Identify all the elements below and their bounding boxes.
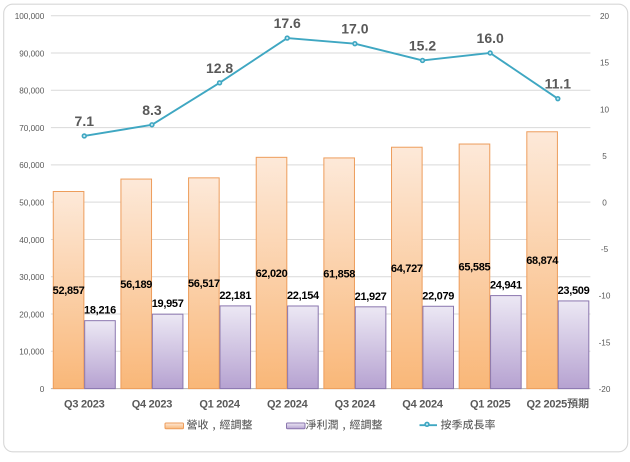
svg-text:Q2 2025: Q2 2025: [527, 398, 568, 410]
svg-text:20,000: 20,000: [19, 310, 44, 319]
svg-text:24,941: 24,941: [490, 280, 522, 292]
svg-text:17.0: 17.0: [341, 21, 368, 37]
svg-text:22,154: 22,154: [287, 290, 320, 302]
svg-text:61,858: 61,858: [323, 268, 355, 280]
svg-text:10: 10: [600, 105, 610, 114]
svg-text:10,000: 10,000: [19, 348, 44, 357]
svg-text:15: 15: [600, 59, 610, 68]
svg-text:12.8: 12.8: [206, 60, 233, 76]
svg-text:18,216: 18,216: [84, 305, 116, 317]
svg-text:Q2 2024: Q2 2024: [267, 398, 309, 410]
svg-text:40,000: 40,000: [19, 236, 44, 245]
svg-text:16.0: 16.0: [477, 30, 504, 46]
svg-text:22,079: 22,079: [422, 290, 454, 302]
svg-text:-10: -10: [599, 292, 611, 301]
svg-text:52,857: 52,857: [53, 285, 85, 297]
svg-text:56,517: 56,517: [188, 278, 220, 290]
svg-text:-20: -20: [599, 385, 611, 394]
svg-text:70,000: 70,000: [19, 124, 44, 133]
svg-text:7.1: 7.1: [75, 113, 95, 129]
svg-text:62,020: 62,020: [256, 268, 288, 280]
svg-text:15.2: 15.2: [409, 37, 436, 53]
svg-text:-15: -15: [599, 338, 611, 347]
svg-text:90,000: 90,000: [19, 49, 44, 58]
svg-text:Q3 2024: Q3 2024: [335, 398, 377, 410]
svg-text:17.6: 17.6: [274, 15, 301, 31]
svg-text:Q4 2024: Q4 2024: [402, 398, 444, 410]
svg-text:0: 0: [602, 199, 607, 208]
svg-text:Q4 2023: Q4 2023: [132, 398, 173, 410]
svg-text:19,957: 19,957: [152, 298, 184, 310]
svg-text:-5: -5: [601, 245, 609, 254]
svg-text:80,000: 80,000: [19, 87, 44, 96]
svg-text:20: 20: [600, 12, 610, 21]
svg-text:11.1: 11.1: [545, 76, 572, 92]
svg-text:68,874: 68,874: [526, 255, 559, 267]
svg-text:22,181: 22,181: [219, 290, 251, 302]
svg-text:Q3 2023: Q3 2023: [64, 398, 105, 410]
svg-text:21,927: 21,927: [355, 291, 387, 303]
svg-text:Q1 2024: Q1 2024: [199, 398, 241, 410]
svg-text:100,000: 100,000: [15, 12, 45, 21]
svg-text:64,727: 64,727: [391, 263, 423, 275]
svg-text:8.3: 8.3: [142, 102, 162, 118]
svg-text:Q1 2025: Q1 2025: [470, 398, 511, 410]
svg-text:30,000: 30,000: [19, 273, 44, 282]
svg-text:5: 5: [602, 152, 607, 161]
svg-text:65,585: 65,585: [459, 261, 491, 273]
svg-text:56,189: 56,189: [120, 279, 152, 291]
svg-text:60,000: 60,000: [19, 161, 44, 170]
svg-text:50,000: 50,000: [19, 199, 44, 208]
svg-text:23,509: 23,509: [558, 285, 590, 297]
svg-text:0: 0: [40, 385, 45, 394]
